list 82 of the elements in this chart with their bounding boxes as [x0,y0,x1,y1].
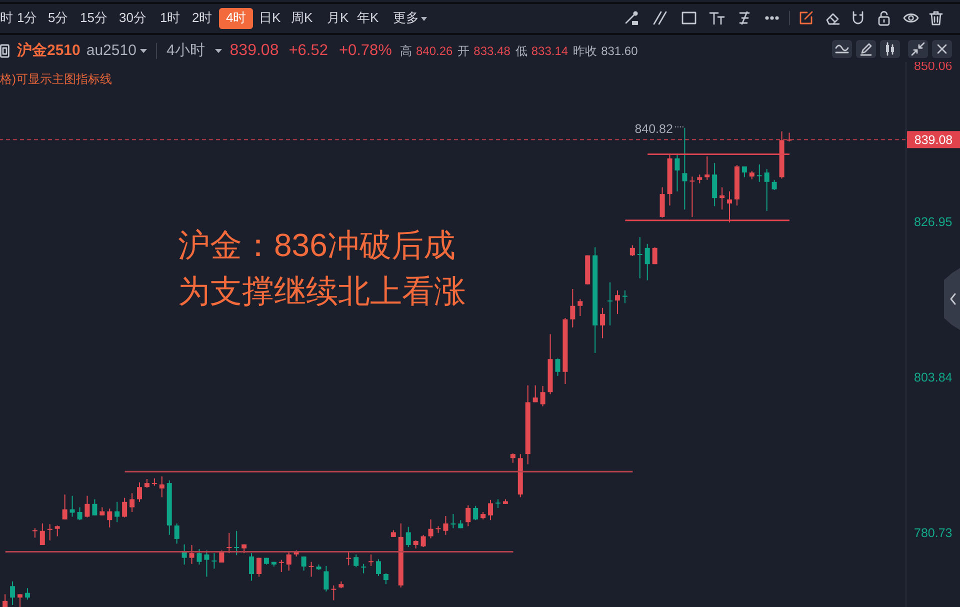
candlestick [249,552,254,582]
candlestick [764,168,770,212]
candlestick [24,588,30,600]
annotation: 840.82 [634,122,673,136]
candlestick [212,552,217,570]
candlestick [324,565,329,592]
candlestick [137,482,142,502]
candlestick [346,552,352,566]
candlestick [40,522,45,546]
candlestick [578,298,583,316]
candlestick [2,594,8,607]
candlestick [77,506,82,521]
candlestick [301,556,306,572]
candlestick [466,504,471,527]
candlestick [32,528,38,538]
text: 沪金2510 au2510 4小时 839.08 +6.52 +0.78% 高 840.26 开 833.48 低 833.14 昨收 831.60 [17,42,638,59]
y-tick-label: 803.84 [914,370,952,385]
candlestick [690,176,695,218]
candlestick [368,554,374,566]
candlestick [204,550,210,578]
candlestick [159,476,164,498]
candlestick [630,244,635,257]
candlestick [570,288,576,328]
candlestick [712,162,718,207]
candlestick [174,522,180,544]
candlestick [532,384,538,403]
ref-line-label: 839.08 [914,133,953,148]
candlestick [308,561,314,578]
y-tick-label: 780.73 [914,526,952,540]
candlestick [286,550,292,572]
candlestick [10,580,16,606]
candlestick [510,452,516,464]
candlestick [443,516,448,536]
candlestick [682,127,688,210]
candlestick [54,524,60,537]
candlestick [614,290,620,314]
candlestick [234,530,240,556]
candlestick [92,498,98,516]
candlestick [107,508,112,528]
candlestick [383,572,388,585]
candlestick [720,186,725,210]
candlestick [122,497,128,518]
candlestick [62,494,68,520]
candlestick [756,164,762,182]
candlestick [70,495,75,518]
candlestick [450,514,456,529]
candlestick [652,246,658,265]
candlestick [488,499,494,521]
candlestick [361,563,366,574]
candlestick [674,154,680,192]
candlestick [84,495,90,518]
text: 沪金：836冲破后成为支撑继续北上看涨 [178,226,467,311]
candlestick [114,501,120,523]
candlestick [637,236,642,279]
candlestick [428,518,434,539]
candlestick [772,179,777,190]
candlestick [473,505,478,521]
candlestick [130,492,135,513]
candlestick [256,557,262,578]
candlestick [406,526,411,548]
candlestick [600,307,606,339]
candlestick [420,534,426,548]
candlestick [226,532,232,554]
candlestick [196,548,202,566]
y-tick-label: 826.95 [914,214,952,229]
candlestick [660,186,665,218]
candlestick [182,544,187,566]
candlestick [495,498,500,508]
candlestick [540,386,546,407]
candlestick [644,243,650,281]
candlestick [555,358,560,376]
candlestick [608,282,613,326]
annotation: 格)可显示主图指标线 [0,71,112,87]
candlestick [18,594,23,607]
text: 时 1分 5分 15分 30分 1时 2时 4时 日K 周K 月K 年K 更多 [0,10,419,25]
candlestick [354,554,359,568]
candlestick [622,290,628,304]
candlestick [331,584,336,601]
candlestick [278,559,284,572]
candlestick [189,544,194,564]
candlestick [47,524,52,541]
candlestick [376,558,381,577]
